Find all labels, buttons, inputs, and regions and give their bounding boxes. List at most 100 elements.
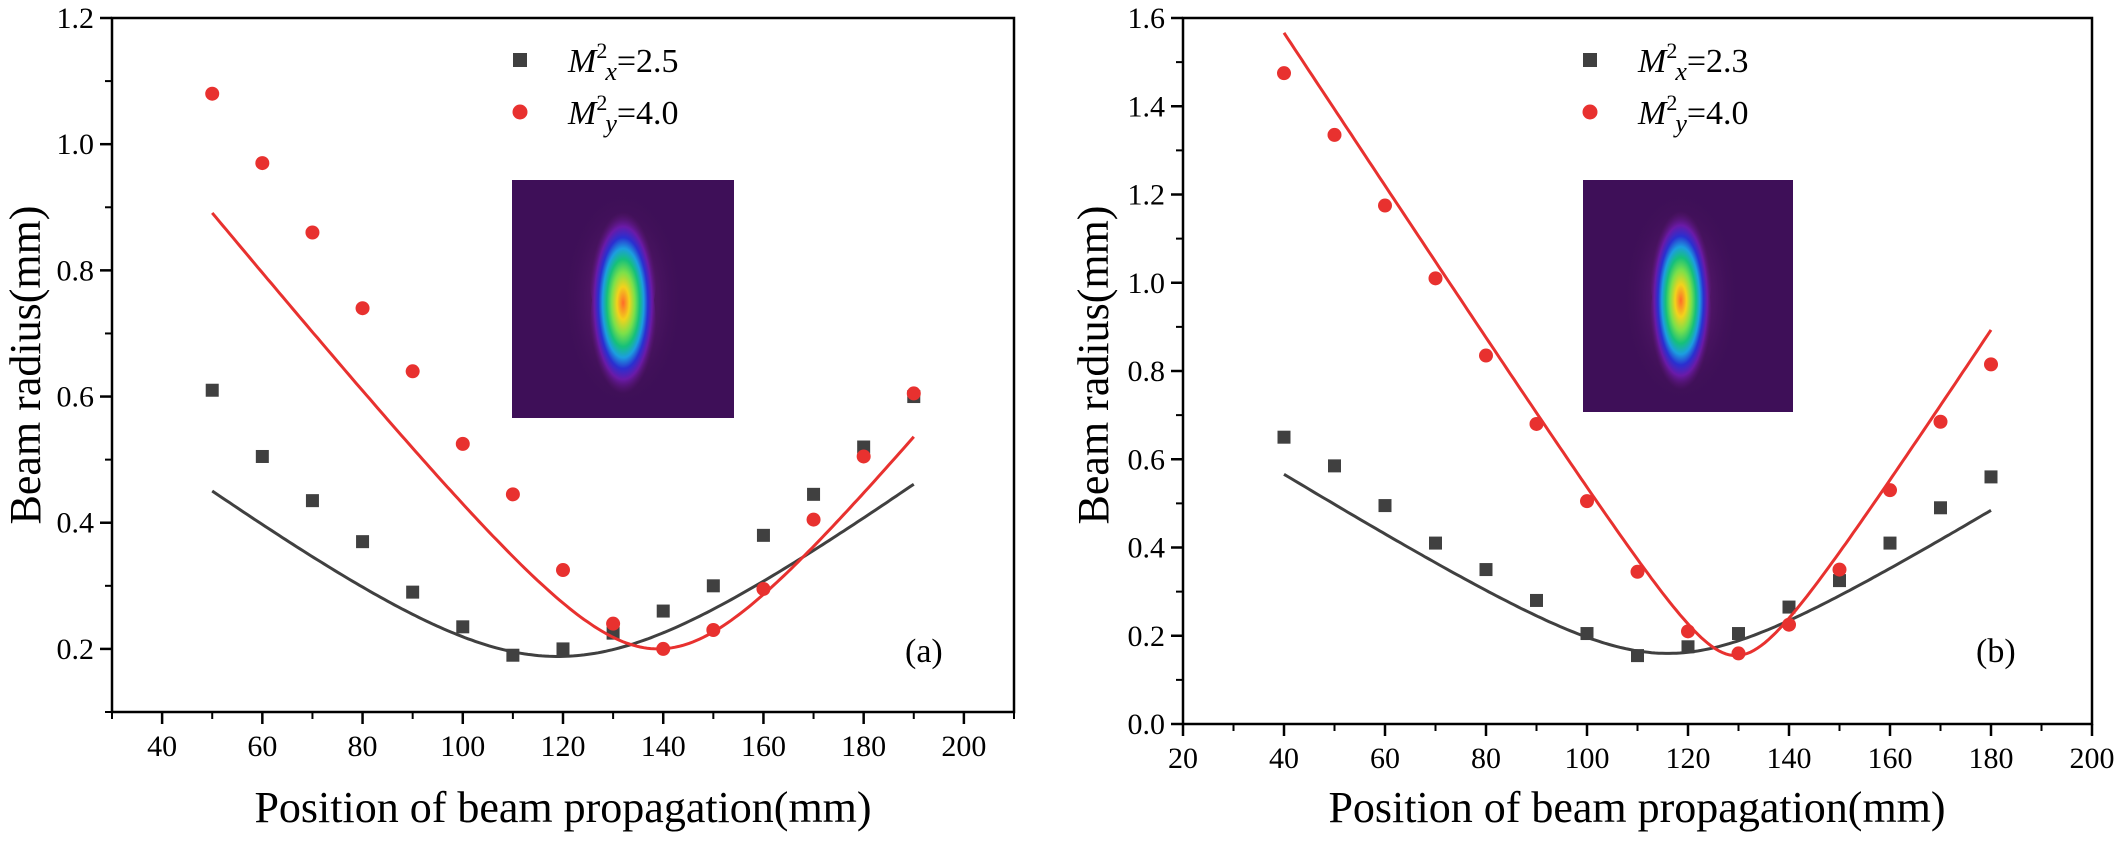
data-point-b-my [1933,414,1948,429]
legend-label-b-mx: M2 x=2.3 [1637,38,1749,86]
panel-label-b: (b) [1976,633,2016,670]
legend-marker-b-mx [1583,53,1597,67]
data-point-b-my [1580,494,1594,509]
beam-profile-image-a [512,180,734,418]
data-point-b-my [1681,624,1695,639]
x-tick-label-a: 100 [440,730,485,763]
y-tick-label-a: 0.2 [57,633,95,666]
x-axis-title-a: Position of beam propagation(mm) [254,783,871,832]
fit-curve-a-my [211,211,915,651]
beam-profile-image-b [1583,180,1793,412]
y-tick-label-b: 1.0 [1128,267,1166,300]
y-tick-label-b: 0.2 [1128,620,1166,653]
data-point-b-mx [1934,501,1947,515]
y-tick-label-b: 0.8 [1128,355,1166,388]
x-tick-label-a: 180 [841,730,886,763]
y-tick-label-a: 1.0 [57,128,95,161]
data-point-a-mx [756,528,770,542]
fit-curve-a-mx [211,482,915,658]
data-point-b-my [1630,564,1645,579]
data-point-a-my [656,641,671,656]
y-tick-label-a: 0.4 [57,507,95,540]
data-point-b-my [1731,646,1746,661]
data-point-a-my [806,512,821,527]
data-point-a-my [556,563,570,578]
data-point-a-mx [556,642,570,656]
data-point-a-my [255,156,270,171]
data-point-b-mx [1580,627,1594,641]
x-tick-label-a: 200 [941,730,986,763]
data-point-a-mx [255,449,269,463]
x-tick-label-b: 20 [1168,742,1198,775]
data-point-a-my [856,449,871,464]
data-point-a-mx [406,585,420,599]
chart-panel-b: M2 x=2.3M2 y=4.0 20 40 60 80 100 120 140 160 180 20… [1069,2,2115,832]
data-point-a-my [205,86,220,101]
x-tick-label-b: 200 [2070,742,2115,775]
data-point-b-mx [1631,649,1644,663]
fit-curve-b-my [1282,31,1993,658]
data-point-a-my [455,436,470,451]
legend-label-b-my: M2 y=4.0 [1637,90,1749,138]
legend-marker-a-my [512,104,528,120]
data-point-a-my [906,386,921,401]
data-point-a-mx [506,648,520,662]
y-tick-label-b: 0.6 [1128,443,1166,476]
y-tick-label-b: 0.4 [1128,532,1166,565]
y-tick-label-a: 1.2 [57,2,95,35]
x-tick-label-a: 140 [641,730,686,763]
data-point-a-mx [356,535,370,549]
data-point-b-my [1327,127,1342,142]
y-tick-label-a: 0.6 [57,381,95,414]
data-point-b-mx [1782,600,1796,614]
x-tick-label-a: 40 [147,730,177,763]
data-point-a-my [606,616,621,631]
data-point-a-mx [205,383,219,397]
data-point-b-mx [1883,536,1897,550]
legend-b: M2 x=2.3M2 y=4.0 [1582,38,1749,138]
data-point-b-mx [1681,640,1695,654]
x-tick-label-b: 140 [1767,742,1812,775]
data-point-a-mx [807,487,821,501]
x-tick-label-b: 180 [1969,742,2014,775]
data-point-a-mx [857,440,871,454]
chart-panel-a: M2 x=2.5M2 y=4.0 40 60 80 100 120 140 160 180 200 0… [1,2,1016,832]
legend-label-a-mx: M2 x=2.5 [567,38,679,86]
y-tick-label-a: 0.8 [57,254,95,287]
data-point-a-mx [456,620,470,634]
data-point-b-mx [1378,499,1392,513]
data-point-b-my [1984,357,1998,372]
legend-marker-b-my [1582,104,1598,120]
x-tick-label-a: 60 [247,730,277,763]
data-point-b-my [1378,198,1392,213]
y-tick-label-b: 1.6 [1128,2,1166,35]
data-point-b-my [1529,416,1544,431]
x-tick-label-b: 100 [1565,742,1610,775]
data-point-b-my [1428,271,1443,286]
data-point-b-mx [1479,563,1493,577]
data-point-a-my [756,581,771,596]
x-tick-label-a: 80 [348,730,378,763]
data-point-b-my [1832,562,1847,577]
y-axis-title-b: Beam radius(mm) [1069,206,1118,525]
data-point-a-mx [305,494,319,508]
data-point-b-mx [1984,470,1998,484]
x-axis-title-b: Position of beam propagation(mm) [1328,783,1945,832]
y-tick-label-b: 0.0 [1128,708,1166,741]
legend-label-a-my: M2 y=4.0 [567,90,679,138]
data-point-a-mx [706,579,720,593]
data-point-a-my [355,301,370,316]
data-point-a-my [305,225,320,240]
x-tick-label-a: 120 [541,730,586,763]
data-point-b-mx [1429,536,1442,550]
data-point-b-mx [1530,593,1543,607]
data-point-b-mx [1277,430,1291,444]
data-point-a-mx [656,604,670,618]
x-tick-label-b: 40 [1269,742,1299,775]
x-tick-label-a: 160 [741,730,786,763]
x-tick-label-b: 60 [1370,742,1400,775]
data-point-a-my [405,364,420,379]
data-point-b-my [1479,348,1493,363]
data-point-b-mx [1732,627,1745,641]
